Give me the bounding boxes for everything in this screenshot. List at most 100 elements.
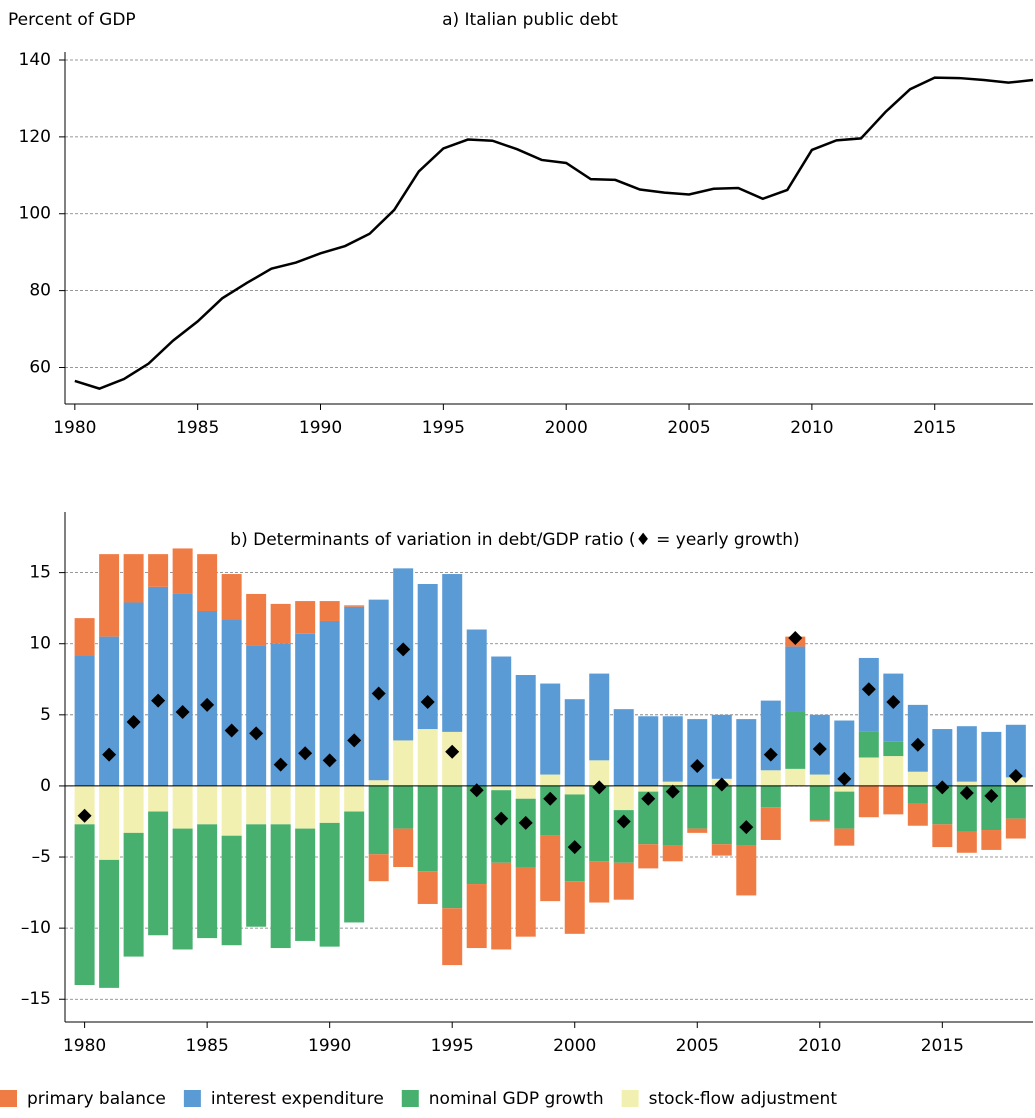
bar-segment [344,785,365,812]
bar-segment [956,785,977,832]
bar-segment [760,807,781,840]
bar-segment [99,554,120,637]
bar-segment [344,606,365,786]
bar-segment [270,643,291,786]
bar-segment [858,731,879,758]
bar-segment [711,785,732,845]
bar-segment [197,785,218,825]
growth-marker [151,693,166,708]
bar-segment [613,862,634,900]
bar-segment [246,645,267,786]
x-tick-label: 1985 [186,1036,229,1056]
bar-segment [540,835,561,902]
y-tick-label: –10 [21,918,51,938]
bar-segment [564,881,585,934]
growth-marker [126,714,141,729]
bar-segment [613,709,634,786]
bar-segment [711,844,732,856]
bar-segment [687,785,708,829]
bar-segment [246,593,267,646]
x-tick-label: 2005 [676,1036,719,1056]
x-tick-label: 1980 [63,1036,106,1056]
bar-segment [319,620,340,786]
bar-segment [197,554,218,612]
bar-segment [270,824,291,949]
bar-segment [883,785,904,815]
bar-segment [172,785,193,829]
bar-segment [491,790,512,863]
bar-segment [687,828,708,833]
bar-segment [344,811,365,923]
growth-marker [102,747,117,762]
bar-segment [172,593,193,786]
growth-marker [641,791,656,806]
bar-segment [981,731,1002,786]
growth-marker [886,695,901,710]
bar-segment [638,716,659,786]
growth-marker [665,784,680,799]
bar-segment [834,791,855,829]
bar-segment [883,741,904,757]
growth-marker [616,814,631,829]
growth-marker [249,726,264,741]
growth-marker [788,631,803,646]
y-axis-label: Percent of GDP [8,10,136,30]
bar-segment [393,828,414,867]
x-tick-label: 2000 [545,418,588,438]
bar-segment [515,675,536,786]
bar-segment [564,794,585,882]
bar-segment [907,802,928,826]
bar-segment [99,636,120,786]
bar-segment [344,605,365,607]
bar-segment [638,844,659,869]
x-tick-label: 1995 [431,1036,474,1056]
legend-label: primary balance [27,1089,166,1109]
bar-segment [564,699,585,786]
bar-segment [319,601,340,621]
y-tick-label: 100 [19,204,51,224]
y-tick-label: 80 [29,281,51,301]
bar-segment [638,791,659,845]
y-tick-label: 60 [29,357,51,377]
x-tick-label: 1980 [53,418,96,438]
legend-swatch [183,1090,201,1107]
bar-segment [662,716,683,782]
bar-segment [368,780,389,786]
bar-segment [417,871,438,904]
bar-segment [613,785,634,811]
growth-marker [592,780,607,795]
bar-segment [638,785,659,792]
bar-segment [172,548,193,594]
bar-segment [172,828,193,950]
bar-segment [319,822,340,947]
bar-segment [270,603,291,644]
bar-segment [295,601,316,634]
bar-segment [858,785,879,818]
bar-segment [883,756,904,786]
bar-segment [221,785,242,836]
bar-segment [74,824,95,986]
bar-segment [442,785,463,909]
x-tick-label: 1990 [299,418,342,438]
bar-segment [589,785,610,862]
bar-segment [368,785,389,855]
bar-segment [785,768,806,786]
bar-segment [393,740,414,786]
legend-label: stock-flow adjustment [649,1089,838,1109]
y-tick-label: 140 [19,50,51,70]
bar-segment [123,602,144,786]
bar-segment [148,811,169,936]
bar-segment [662,845,683,862]
growth-marker [322,753,337,768]
growth-marker [714,777,729,792]
bar-segment [417,583,438,730]
bar-segment [148,785,169,812]
bar-segment [662,785,683,846]
bar-segment [99,859,120,988]
bar-segment [1005,818,1026,839]
growth-marker [543,791,558,806]
y-tick-label: 15 [29,563,51,583]
growth-marker [420,695,435,710]
legend-swatch [0,1090,17,1107]
growth-marker [739,820,754,835]
